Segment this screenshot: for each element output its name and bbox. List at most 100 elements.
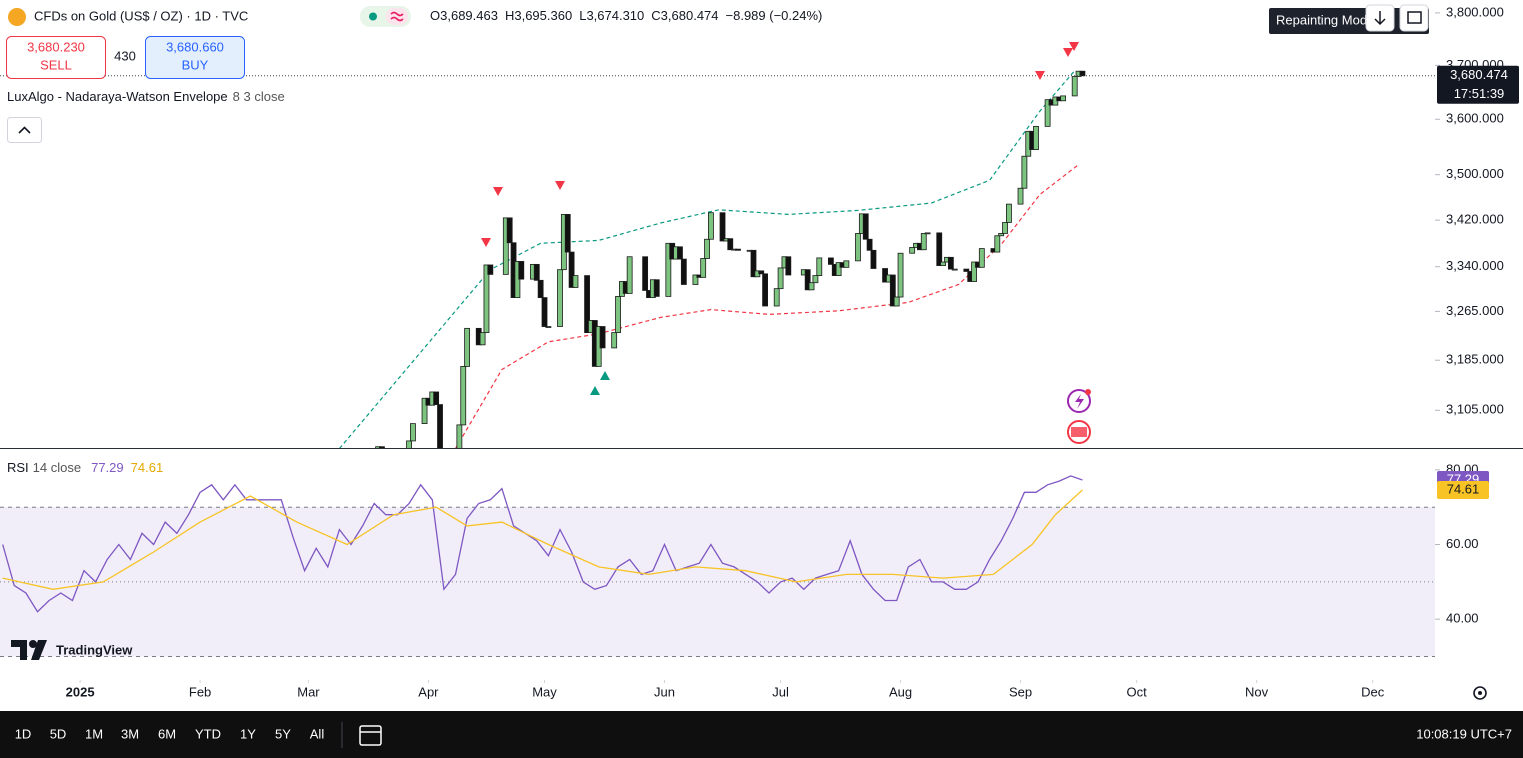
ohlc-key: H [505, 8, 514, 23]
candle [827, 257, 834, 265]
rsi-ma-value: 74.61 [131, 460, 164, 475]
candle [971, 261, 977, 282]
candle [816, 257, 823, 276]
x-tick-label: Feb [189, 684, 211, 699]
flag [1071, 427, 1087, 437]
settings-icon[interactable] [1473, 686, 1487, 700]
rsi-band [0, 507, 1435, 657]
candle [936, 232, 943, 266]
calendar-icon[interactable] [359, 725, 382, 746]
candle [611, 332, 618, 349]
candle [750, 249, 757, 278]
x-tick-label: Mar [297, 684, 320, 699]
candle [1079, 70, 1086, 77]
x-tick-label: Oct [1127, 684, 1148, 699]
ohlc-key: C [651, 8, 660, 23]
signal [590, 386, 600, 395]
candle [642, 256, 649, 291]
y-tick-label: 3,105.000 [1446, 402, 1504, 417]
settings-icon-center [1478, 691, 1482, 695]
range-button[interactable]: 3M [121, 726, 139, 741]
candle [978, 248, 985, 268]
candle [653, 279, 660, 297]
candle [680, 258, 687, 285]
candle [920, 233, 927, 251]
fullscreen-button[interactable] [1399, 4, 1429, 32]
rsi-params: 14 close [33, 460, 81, 475]
candle [677, 246, 683, 260]
symbol-title: CFDs on Gold (US$ / OZ) · 1D · TVC [34, 8, 248, 23]
x-tick-label: Aug [889, 684, 912, 699]
range-button[interactable]: 5Y [275, 726, 291, 741]
last-price-label: 3,680.474 17:51:39 [1437, 65, 1519, 104]
candle [804, 269, 811, 291]
collapse-button[interactable] [7, 117, 42, 143]
range-button[interactable]: 1Y [240, 726, 256, 741]
candle [870, 249, 877, 269]
buy-signals [590, 371, 610, 395]
candle [889, 274, 896, 307]
candle [1002, 222, 1008, 234]
candle [564, 214, 571, 253]
candle [924, 232, 931, 235]
range-button[interactable]: 1D [15, 726, 32, 741]
rsi-name: RSI [7, 460, 29, 475]
candle [518, 261, 525, 280]
candle [704, 238, 710, 259]
candle [708, 212, 714, 240]
y-tick-label: 3,500.000 [1446, 166, 1504, 181]
candle [727, 238, 734, 251]
indicator-legend: LuxAlgo - Nadaraya-Watson Envelope 8 3 cl… [7, 89, 285, 104]
rsi-ma-line [2, 489, 1083, 590]
candle [479, 332, 486, 346]
candle [1006, 203, 1012, 223]
sell-button[interactable] [6, 36, 106, 79]
candle [1060, 95, 1066, 102]
candle [615, 296, 621, 334]
logo-mark [29, 640, 37, 648]
last-price: 3,680.474 [1450, 67, 1508, 82]
signal [1063, 48, 1073, 57]
rsi-value: 77.29 [91, 460, 124, 475]
candle [762, 273, 769, 307]
ohlc-value: 3,695.360 [514, 8, 572, 23]
range-button[interactable]: 6M [158, 726, 176, 741]
candle [909, 246, 916, 254]
candle [464, 327, 471, 367]
range-button[interactable]: All [310, 726, 325, 741]
range-button[interactable]: 5D [50, 726, 67, 741]
signal [600, 371, 610, 380]
y-tick-label: 3,420.000 [1446, 212, 1504, 227]
range-button[interactable]: 1M [85, 726, 103, 741]
envelope-upper [339, 70, 1076, 448]
candle [951, 268, 958, 271]
candle [1044, 99, 1051, 127]
symbol-icon [8, 8, 26, 26]
event-glyph [1075, 394, 1084, 409]
candle [735, 248, 741, 251]
candle [533, 263, 540, 281]
candle [808, 282, 815, 291]
candle [773, 288, 780, 307]
y-tick-label: 60.00 [1446, 536, 1479, 551]
candle [456, 424, 463, 448]
fullscreen-icon [1407, 11, 1422, 24]
candle [572, 275, 579, 288]
candle [855, 233, 861, 262]
signal [1035, 71, 1045, 80]
candle [626, 256, 633, 294]
logo-mark [31, 640, 47, 660]
buy-button[interactable] [145, 36, 245, 79]
ohlc-value: 3,674.310 [586, 8, 644, 23]
range-button[interactable]: YTD [195, 726, 221, 741]
candle [506, 217, 513, 244]
candle [893, 296, 900, 307]
y-tick-label: 3,265.000 [1446, 303, 1504, 318]
rsi-pane [0, 475, 1435, 657]
x-tick-label: Jul [772, 684, 789, 699]
chevron [18, 126, 31, 134]
logo-text: TradingView [56, 642, 133, 657]
clock: 10:08:19 UTC+7 [1416, 726, 1512, 741]
